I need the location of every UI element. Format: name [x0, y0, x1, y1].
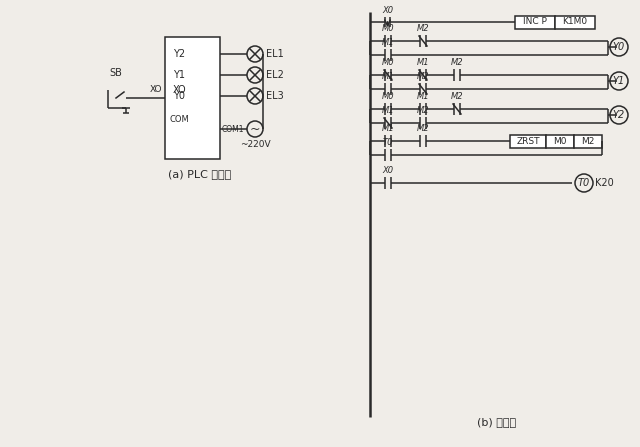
- Text: T0: T0: [383, 138, 393, 147]
- Text: X0: X0: [382, 6, 393, 15]
- Text: Y0: Y0: [613, 42, 625, 52]
- Text: INC P: INC P: [523, 17, 547, 26]
- Text: M2: M2: [417, 24, 429, 33]
- Text: K1M0: K1M0: [563, 17, 588, 26]
- FancyBboxPatch shape: [165, 37, 220, 159]
- Text: (a) PLC 接线图: (a) PLC 接线图: [168, 169, 232, 179]
- FancyBboxPatch shape: [515, 16, 555, 29]
- FancyBboxPatch shape: [555, 16, 595, 29]
- Text: M2: M2: [451, 92, 463, 101]
- Text: XO: XO: [150, 85, 162, 94]
- Text: SB: SB: [109, 68, 122, 78]
- Text: M2: M2: [417, 124, 429, 133]
- Text: Y1: Y1: [613, 76, 625, 86]
- Text: K20: K20: [595, 178, 614, 188]
- Text: M1: M1: [417, 92, 429, 101]
- Text: M2: M2: [417, 72, 429, 81]
- FancyBboxPatch shape: [546, 135, 574, 148]
- Text: ~: ~: [250, 122, 260, 135]
- Text: M1: M1: [381, 106, 394, 115]
- Text: ZRST: ZRST: [516, 136, 540, 146]
- Text: M2: M2: [451, 58, 463, 67]
- Text: M0: M0: [381, 24, 394, 33]
- FancyBboxPatch shape: [510, 135, 546, 148]
- FancyBboxPatch shape: [574, 135, 602, 148]
- Text: M0: M0: [553, 136, 567, 146]
- Text: X0: X0: [383, 166, 394, 175]
- Text: M1: M1: [381, 38, 394, 47]
- Text: M2: M2: [581, 136, 595, 146]
- Text: COM: COM: [170, 115, 189, 125]
- Text: Y1: Y1: [173, 70, 185, 80]
- Text: (b) 梯形图: (b) 梯形图: [477, 417, 516, 427]
- Text: M1: M1: [381, 124, 394, 133]
- Text: T0: T0: [578, 178, 590, 188]
- Text: M1: M1: [417, 58, 429, 67]
- Text: EL1: EL1: [266, 49, 284, 59]
- Text: M1: M1: [381, 72, 394, 81]
- Text: M0: M0: [381, 58, 394, 67]
- Text: Y2: Y2: [173, 49, 185, 59]
- Text: EL2: EL2: [266, 70, 284, 80]
- Text: EL3: EL3: [266, 91, 284, 101]
- Text: M2: M2: [417, 106, 429, 115]
- Text: ~220V: ~220V: [240, 140, 270, 149]
- Text: COM1: COM1: [222, 125, 244, 134]
- Text: M0: M0: [381, 92, 394, 101]
- Text: XO: XO: [173, 85, 187, 95]
- Text: Y0: Y0: [173, 91, 185, 101]
- Text: Y2: Y2: [613, 110, 625, 120]
